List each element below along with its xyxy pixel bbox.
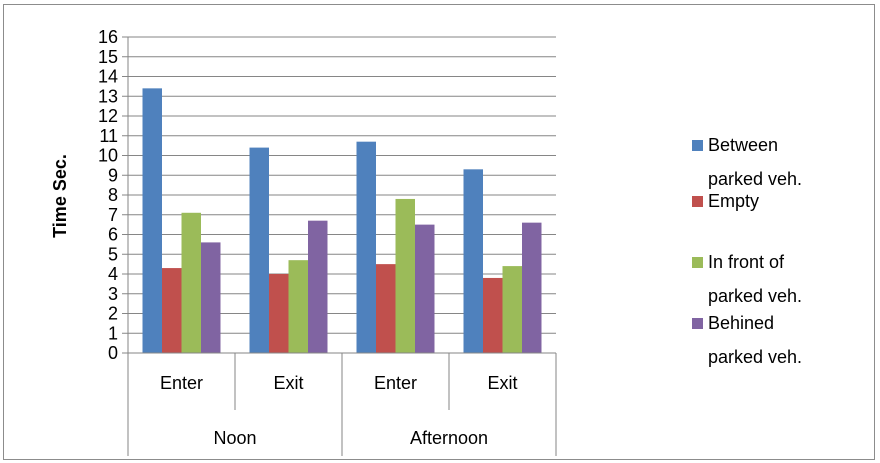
- bar: [376, 264, 396, 353]
- legend-label: Between: [708, 135, 778, 155]
- legend-entry: In front of parked veh.: [692, 252, 802, 306]
- category-label: Exit: [273, 373, 303, 393]
- legend-label: parked veh.: [708, 286, 802, 306]
- legend-swatch: [692, 318, 703, 329]
- category-label: Exit: [487, 373, 517, 393]
- group-label: Afternoon: [410, 428, 488, 448]
- bar: [288, 260, 308, 353]
- bar: [201, 242, 221, 353]
- legend-entry: Between parked veh.: [692, 135, 802, 189]
- y-tick-label: 8: [108, 185, 118, 205]
- legend-label: In front of: [708, 252, 785, 272]
- y-tick-label: 14: [98, 67, 118, 87]
- y-tick-label: 9: [108, 165, 118, 185]
- y-axis-title: Time Sec.: [50, 154, 70, 238]
- legend-entry: Empty: [692, 191, 759, 211]
- legend-label: Empty: [708, 191, 759, 211]
- y-tick-label: 13: [98, 86, 118, 106]
- bar: [269, 274, 289, 353]
- legend-swatch: [692, 257, 703, 268]
- y-tick-label: 12: [98, 106, 118, 126]
- y-tick-label: 1: [108, 323, 118, 343]
- category-label: Enter: [160, 373, 203, 393]
- y-tick-label: 10: [98, 146, 118, 166]
- bar: [483, 277, 503, 353]
- y-tick-label: 5: [108, 244, 118, 264]
- legend-label: parked veh.: [708, 347, 802, 367]
- category-label: Enter: [374, 373, 417, 393]
- bar: [463, 169, 483, 353]
- bar: [162, 268, 182, 353]
- group-label: Noon: [213, 428, 256, 448]
- bar: [522, 222, 542, 353]
- category-labels: Enter Exit Enter Exit Noon Afternoon: [127, 353, 557, 456]
- y-tick-label: 0: [108, 343, 118, 363]
- bar: [502, 266, 522, 353]
- bar: [415, 224, 435, 353]
- y-tick-label: 2: [108, 304, 118, 324]
- y-tick-label: 16: [98, 27, 118, 47]
- legend-swatch: [692, 196, 703, 207]
- bar: [142, 88, 162, 353]
- legend-swatch: [692, 140, 703, 151]
- y-tick-label: 11: [99, 126, 118, 146]
- y-tick-label: 7: [108, 205, 118, 225]
- legend-label: Behined: [708, 313, 774, 333]
- bar: [249, 147, 269, 353]
- bar: [395, 198, 415, 353]
- y-tick-label: 6: [108, 225, 118, 245]
- bar: [308, 220, 328, 353]
- bar: [356, 141, 376, 353]
- legend-entry: Behined parked veh.: [692, 313, 802, 367]
- y-tick-label: 4: [108, 264, 118, 284]
- legend-label: parked veh.: [708, 169, 802, 189]
- bars: [142, 88, 542, 353]
- y-tick-label: 3: [108, 284, 118, 304]
- bar: [181, 212, 201, 353]
- y-tick-label: 15: [98, 47, 118, 67]
